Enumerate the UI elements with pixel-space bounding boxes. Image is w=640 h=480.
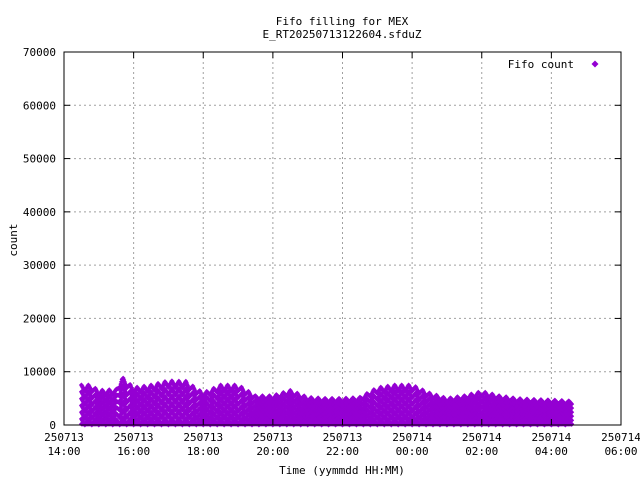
y-axis-label: count — [7, 223, 20, 256]
grid-lines — [64, 52, 621, 425]
series-fifo-count — [78, 375, 575, 428]
chart-title-line1: Fifo filling for MEX — [276, 15, 409, 28]
chart-title-line2: E_RT20250713122604.sfduZ — [263, 28, 422, 41]
x-axis-label: Time (yymmdd HH:MM) — [279, 464, 405, 477]
